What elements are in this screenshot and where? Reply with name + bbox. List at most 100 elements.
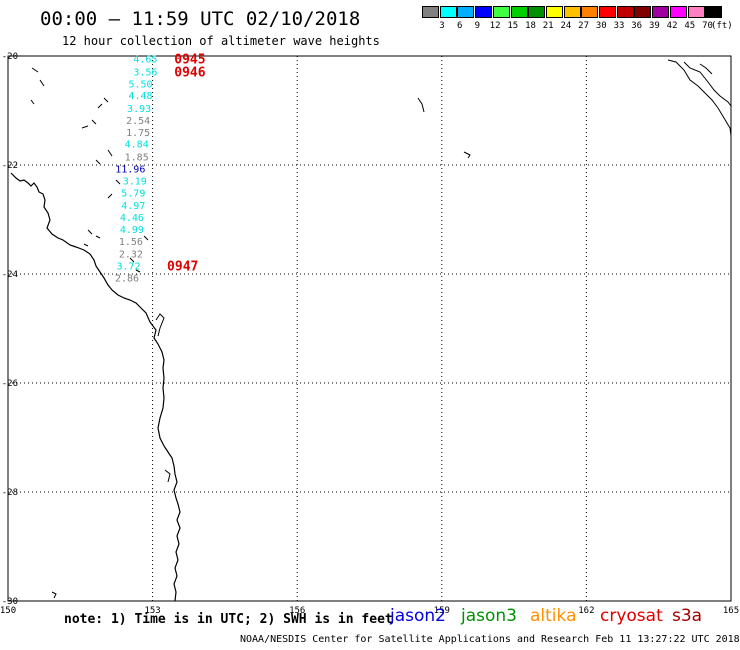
lat-tick-label: -24 <box>2 270 18 280</box>
wave-height-value: 2.86 <box>115 273 139 284</box>
wave-height-value: 3.19 <box>123 176 147 187</box>
legend-label: 18 <box>525 21 536 31</box>
legend-swatch <box>475 6 493 18</box>
reef-islet <box>103 97 109 103</box>
wave-height-value: 2.54 <box>126 116 150 127</box>
wave-height-value: 4.99 <box>120 225 144 236</box>
wave-height-value: 4.84 <box>125 140 149 151</box>
wave-height-value: 3.56 <box>133 67 157 78</box>
legend-swatch <box>457 6 475 18</box>
wave-height-value: 4.46 <box>120 213 144 224</box>
legend-label: 45 <box>684 21 696 31</box>
lat-tick-label: -20 <box>2 52 18 62</box>
reef-islet <box>95 235 101 239</box>
reef-islet <box>87 229 93 235</box>
legend-label: 3 <box>439 21 445 31</box>
satellite-jason2: jason2 <box>390 606 446 626</box>
legend-label: 21 <box>542 21 554 31</box>
legend-swatch <box>492 6 510 18</box>
legend-swatch <box>422 6 439 18</box>
reef-islet <box>95 159 101 165</box>
legend-swatch <box>563 6 581 18</box>
legend-swatch <box>545 6 563 18</box>
legend-swatch <box>510 6 528 18</box>
legend-swatch <box>616 6 634 18</box>
legend-swatch <box>528 6 546 18</box>
wave-height-value: 1.75 <box>126 128 150 139</box>
pass-time-label: 0947 <box>167 259 198 274</box>
reef-islet <box>30 99 35 105</box>
map-frame <box>7 55 732 602</box>
new-caledonia-islet <box>699 63 713 75</box>
legend-swatch <box>687 6 705 18</box>
lon-tick-label: 156 <box>289 606 305 616</box>
reef-islet <box>129 257 135 263</box>
satellite-s3a: s3a <box>672 606 703 626</box>
lon-tick-label: 153 <box>144 606 160 616</box>
wave-height-value: 2.32 <box>119 249 143 260</box>
credit-line: NOAA/NESDIS Center for Satellite Applica… <box>240 634 740 645</box>
lat-tick-label: -30 <box>2 597 18 607</box>
wave-height-value: 3.72 <box>116 261 140 272</box>
reef-islet <box>107 193 113 199</box>
reef-islet <box>97 103 103 109</box>
legend-label: 30 <box>595 21 607 31</box>
wave-height-value: 5.79 <box>121 188 145 199</box>
coral-sea-islet <box>417 97 425 113</box>
new-caledonia-coast <box>667 59 732 137</box>
lon-tick-label: 162 <box>578 606 594 616</box>
legend-label: 70 <box>702 21 713 31</box>
satellite-jason3: jason3 <box>461 606 517 626</box>
reef-islet <box>39 79 45 87</box>
legend-label: 24 <box>560 21 572 31</box>
wave-height-value: 3.93 <box>127 104 151 115</box>
wave-height-value: 1.56 <box>119 237 143 248</box>
map-title: 00:00 – 11:59 UTC 02/10/2018 <box>40 8 361 30</box>
legend-swatch <box>581 6 599 18</box>
reef-islet <box>81 125 89 129</box>
legend-swatch <box>669 6 687 18</box>
legend-swatch <box>705 6 723 18</box>
reef-islet <box>31 67 39 73</box>
lower-islet <box>51 591 57 599</box>
fraser-island-outline <box>155 313 165 337</box>
lat-tick-label: -22 <box>2 161 18 171</box>
reef-islet <box>135 269 141 273</box>
legend-label: 33 <box>613 21 625 31</box>
lat-tick-label: -26 <box>2 379 18 389</box>
legend-swatch <box>652 6 670 18</box>
footer-note: note: 1) Time is in UTC; 2) SWH is in fe… <box>64 612 393 627</box>
lon-tick-label: 150 <box>0 606 16 616</box>
legend-swatch <box>599 6 616 18</box>
legend-swatch <box>634 6 652 18</box>
legend-label: 9 <box>474 21 481 31</box>
wave-height-value: 4.65 <box>133 55 157 66</box>
wave-height-value: 11.96 <box>115 164 145 175</box>
reef-islet <box>115 179 121 185</box>
satellite-altika: altika <box>530 606 577 626</box>
legend-label: 27 <box>578 21 590 31</box>
legend-label: 39 <box>648 21 660 31</box>
lon-tick-label: 165 <box>723 606 739 616</box>
pass-time-label: 0946 <box>174 65 205 80</box>
wave-height-value: 4.97 <box>121 201 145 212</box>
legend-label: 12 <box>489 21 501 31</box>
lon-tick-label: 159 <box>434 606 450 616</box>
moreton-island-outline <box>164 469 171 483</box>
coral-sea-islet <box>463 151 471 159</box>
reef-islet <box>83 243 89 247</box>
wave-height-value: 4.48 <box>129 91 153 102</box>
wave-height-value: 1.85 <box>125 152 149 163</box>
legend-label: 36 <box>631 21 643 31</box>
lat-tick-label: -28 <box>2 488 18 498</box>
legend-label: 42 <box>666 21 678 31</box>
legend-unit: (ft) <box>711 21 733 31</box>
coastline <box>10 172 181 602</box>
reef-islet <box>91 119 97 125</box>
reef-islet <box>107 149 113 157</box>
legend-label: 6 <box>456 21 463 31</box>
legend-swatch <box>439 6 457 18</box>
new-caledonia-coast <box>683 61 732 107</box>
legend-label: 15 <box>507 21 519 31</box>
